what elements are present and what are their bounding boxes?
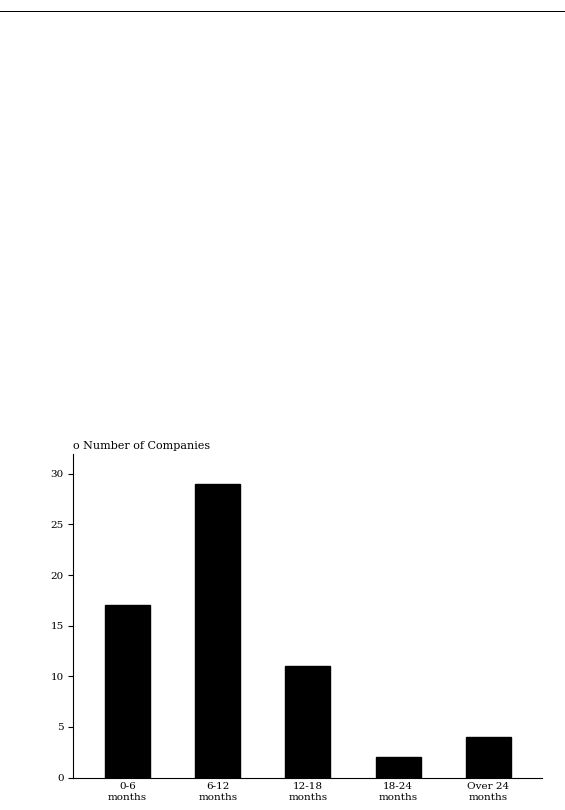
Bar — [376, 757, 421, 778]
Bar — [105, 606, 150, 778]
Bar — [466, 737, 511, 778]
Bar — [195, 484, 240, 778]
Bar — [285, 666, 331, 778]
Text: o Number of Companies: o Number of Companies — [73, 441, 211, 451]
